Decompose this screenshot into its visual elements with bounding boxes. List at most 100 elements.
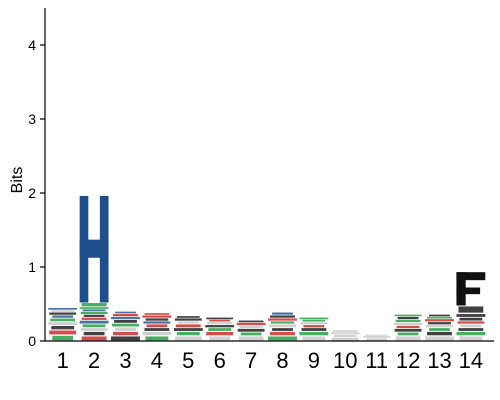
letter-f-glyph <box>456 272 486 306</box>
axes <box>44 8 494 342</box>
letter-glyph <box>83 314 105 317</box>
logo-stack <box>330 330 360 341</box>
logo-stack <box>173 316 203 341</box>
letter-glyph <box>330 332 360 335</box>
letter-glyph <box>209 336 231 341</box>
letter-glyph <box>239 325 263 329</box>
letter-glyph <box>48 322 78 326</box>
letter-glyph <box>396 325 420 329</box>
logo-stack <box>299 317 329 341</box>
letter-glyph <box>174 336 202 341</box>
letter-glyph <box>113 313 138 317</box>
x-tick-label: 5 <box>182 348 194 373</box>
letter-glyph <box>268 318 297 321</box>
x-tick-label: 3 <box>119 348 131 373</box>
x-tick-label: 2 <box>88 348 100 373</box>
letter-glyph <box>271 321 294 324</box>
letter-glyph <box>143 321 171 324</box>
letter-glyph <box>456 314 486 317</box>
x-tick-label: 13 <box>427 348 451 373</box>
letter-glyph <box>51 310 75 312</box>
letter-glyph <box>177 321 199 324</box>
letter-glyph <box>209 319 231 322</box>
letter-glyph <box>79 307 109 309</box>
letter-glyph <box>459 336 483 341</box>
letter-glyph <box>428 322 451 325</box>
x-tick-label: 12 <box>396 348 420 373</box>
letter-glyph <box>176 331 200 336</box>
letter-glyph <box>425 319 454 322</box>
x-tick-label: 9 <box>308 348 320 373</box>
letter-glyph <box>393 322 423 326</box>
letter-glyph <box>456 331 486 336</box>
letter-glyph <box>427 316 452 319</box>
y-tick-label: 0 <box>28 333 36 349</box>
letter-glyph <box>397 332 419 336</box>
letter-glyph <box>395 336 421 341</box>
letter-glyph <box>272 312 293 315</box>
letter-glyph <box>394 328 422 332</box>
letter-glyph <box>111 336 140 341</box>
letter-glyph <box>426 325 453 328</box>
letter-glyph <box>206 317 234 320</box>
logo-stack <box>48 307 78 341</box>
letter-glyph <box>208 328 232 331</box>
letter-glyph <box>269 324 296 328</box>
letter-glyph <box>458 328 484 331</box>
letter-glyph <box>144 328 170 331</box>
letter-glyph <box>81 303 107 307</box>
x-tick-label: 4 <box>151 348 163 373</box>
y-tick-label: 1 <box>28 259 36 275</box>
letter-glyph <box>240 332 262 336</box>
x-tick-label: 10 <box>333 348 357 373</box>
letter-glyph <box>115 327 136 331</box>
letter-glyph <box>52 315 74 318</box>
y-ticks: 0 1 2 3 4 <box>28 37 45 349</box>
letter-glyph <box>113 331 138 336</box>
letter-glyph <box>460 324 482 328</box>
logo-stack <box>456 272 486 341</box>
letter-glyph <box>332 330 358 332</box>
letter-glyph <box>175 324 201 328</box>
y-tick-label: 3 <box>28 111 36 127</box>
letter-glyph <box>80 311 108 315</box>
letter-glyph <box>302 319 326 322</box>
letter-glyph <box>176 316 200 318</box>
letter-h-glyph <box>79 195 109 303</box>
letter-glyph <box>303 325 325 328</box>
letter-glyph <box>331 337 359 341</box>
logo-stack <box>111 311 140 341</box>
letter-glyph <box>205 325 235 328</box>
letter-glyph <box>365 334 389 336</box>
letter-glyph <box>52 335 74 341</box>
letter-glyph <box>363 336 391 338</box>
letter-glyph <box>270 315 295 318</box>
logo-stack <box>79 195 109 341</box>
x-tick-label: 7 <box>245 348 257 373</box>
letter-glyph <box>237 328 265 332</box>
letter-glyph <box>299 317 329 320</box>
logo-stack <box>236 320 266 341</box>
letter-glyph <box>49 312 77 315</box>
letter-glyph <box>146 324 168 328</box>
letter-glyph <box>301 328 327 331</box>
letter-glyph <box>145 318 169 321</box>
letter-glyph <box>145 336 169 341</box>
letter-glyph <box>333 334 357 337</box>
letter-glyph <box>80 328 108 331</box>
letter-glyph <box>425 336 454 341</box>
letter-glyph <box>114 319 137 323</box>
letter-glyph <box>111 316 140 320</box>
letter-glyph <box>270 331 295 336</box>
letter-glyph <box>299 331 329 336</box>
letter-glyph <box>112 323 139 327</box>
letter-glyph <box>50 318 76 322</box>
letter-glyph <box>173 328 203 331</box>
letter-glyph <box>81 317 107 320</box>
logo-stack <box>268 312 297 341</box>
letter-glyph <box>115 311 136 314</box>
letter-glyph <box>366 338 388 341</box>
x-tick-label: 8 <box>276 348 288 373</box>
logo-stack <box>363 334 391 341</box>
